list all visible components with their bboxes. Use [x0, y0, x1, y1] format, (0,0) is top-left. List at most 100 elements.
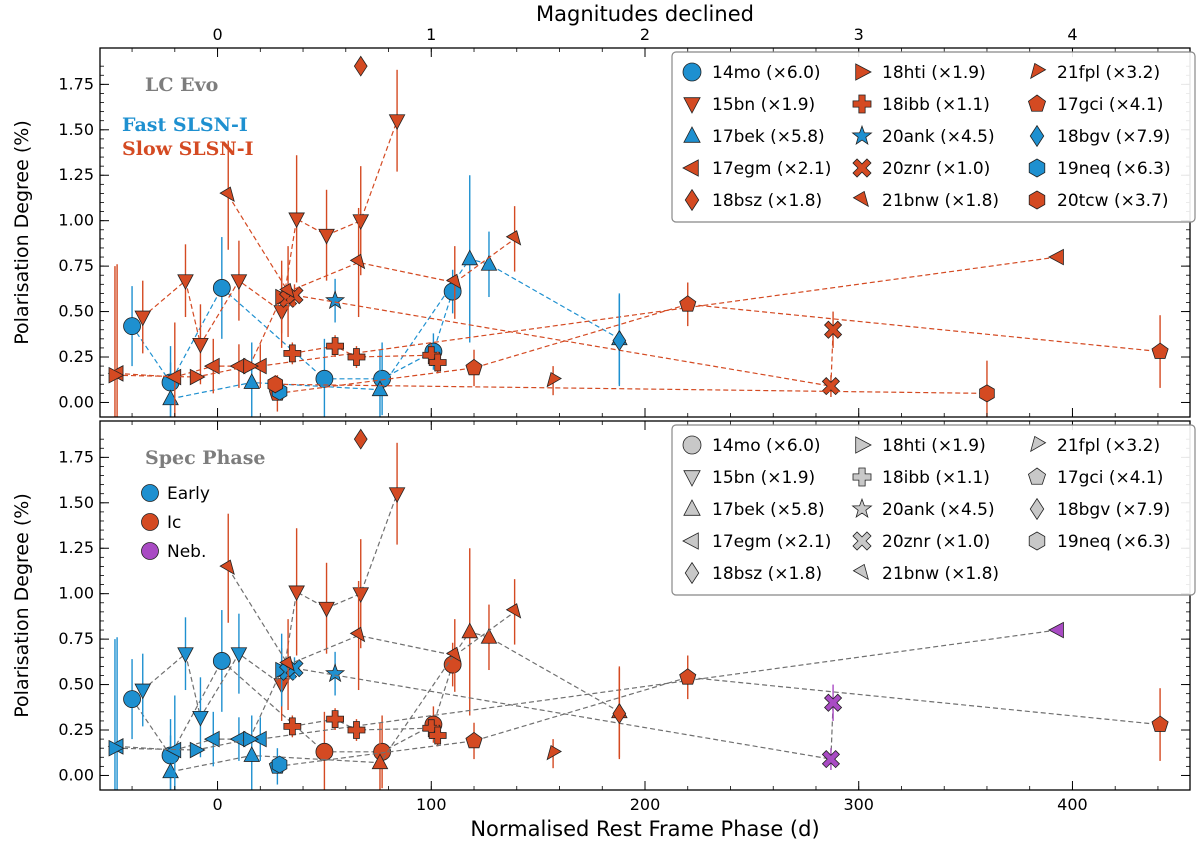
data-point	[288, 212, 305, 229]
x-tick-label: 0	[212, 795, 222, 814]
group-marker	[141, 513, 159, 531]
x-axis-label: Normalised Rest Frame Phase (d)	[470, 817, 819, 841]
series-line	[114, 296, 283, 378]
data-point	[315, 369, 334, 388]
data-point	[250, 730, 267, 748]
data-point	[243, 357, 259, 375]
legend-entry: 21fpl (×3.2)	[1057, 436, 1160, 456]
legend-entry: 20ank (×4.5)	[882, 127, 995, 147]
data-point	[192, 710, 209, 727]
group-marker	[141, 484, 159, 502]
data-point	[162, 762, 179, 779]
data-point	[243, 746, 261, 762]
x-tick-label: 100	[416, 795, 447, 814]
legend-marker	[1028, 190, 1046, 210]
data-point	[679, 295, 697, 312]
legend-marker	[852, 531, 872, 551]
series-line	[275, 383, 988, 394]
data-point	[428, 353, 447, 372]
group-label: Fast SLSN-I	[122, 114, 248, 136]
data-point	[279, 282, 295, 299]
y-tick-label: 0.00	[58, 392, 94, 411]
legend-marker	[855, 63, 872, 81]
panel-1	[107, 55, 1169, 417]
data-point	[271, 755, 288, 774]
data-point	[428, 726, 447, 745]
series-line	[227, 567, 515, 666]
series-line	[227, 194, 515, 293]
data-point	[371, 380, 389, 397]
data-point	[325, 290, 346, 310]
legend-box	[671, 424, 1196, 596]
legend-marker	[1030, 62, 1047, 80]
series-line	[114, 669, 283, 751]
top-tick-label: 0	[212, 25, 222, 44]
data-point	[352, 587, 370, 604]
data-point	[445, 646, 462, 663]
series-line	[287, 294, 834, 387]
group-marker	[141, 542, 159, 560]
data-point	[123, 317, 141, 336]
data-point	[612, 703, 627, 725]
legend-marker	[852, 94, 872, 114]
legend-entry: 20znr (×1.0)	[882, 532, 990, 552]
legend-box	[671, 51, 1196, 223]
data-point	[353, 428, 368, 450]
top-tick-label: 1	[426, 25, 436, 44]
data-point	[349, 626, 366, 643]
data-point	[461, 622, 479, 639]
legend-entry: 20tcw (×3.7)	[1057, 191, 1169, 211]
y-tick-label: 1.25	[58, 538, 94, 557]
data-point	[353, 55, 368, 77]
data-point	[612, 330, 627, 352]
y-tick-label: 1.00	[58, 211, 94, 230]
panel-annotation: LC Evo	[145, 74, 218, 96]
data-point	[108, 739, 125, 757]
y-tick-label: 1.50	[58, 493, 94, 512]
data-point	[123, 690, 141, 709]
series-line	[117, 256, 1058, 378]
data-point	[229, 357, 246, 375]
series-line	[170, 258, 620, 400]
x-tick-label: 200	[630, 795, 661, 814]
y-tick-label: 0.75	[58, 629, 94, 648]
legend-marker	[682, 435, 702, 455]
legend-marker	[1029, 497, 1045, 521]
data-point	[219, 559, 235, 576]
data-point	[326, 337, 344, 356]
legend-entry: 20ank (×4.5)	[882, 500, 995, 520]
legend-marker	[684, 188, 700, 212]
y-axis-label: Polarisation Degree (%)	[11, 120, 33, 344]
legend-marker	[852, 190, 869, 208]
data-point	[465, 358, 483, 376]
data-point	[203, 357, 220, 375]
legend-marker	[683, 499, 701, 516]
legend-entry: 17egm (×2.1)	[712, 159, 831, 179]
data-point	[347, 348, 366, 366]
legend-entry: 17gci (×4.1)	[1057, 468, 1163, 488]
legend-marker	[683, 126, 701, 143]
data-point	[229, 730, 246, 748]
legend-entry: 18ibb (×1.1)	[882, 468, 990, 488]
y-tick-label: 0.75	[58, 256, 94, 275]
data-point	[388, 114, 406, 131]
legend-marker	[1028, 158, 1046, 178]
data-point	[318, 228, 335, 245]
data-point	[1048, 621, 1064, 639]
legend-entry: 18bsz (×1.8)	[712, 191, 822, 211]
data-point	[283, 344, 302, 363]
data-point	[108, 366, 125, 384]
data-point	[177, 647, 194, 664]
group-label: Ic	[167, 513, 181, 533]
data-point	[243, 730, 259, 748]
data-point	[445, 273, 462, 290]
data-point	[461, 249, 479, 266]
legend-marker	[852, 563, 869, 581]
data-point	[189, 741, 206, 759]
top-tick-label: 4	[1067, 25, 1077, 44]
legend-entry: 17bek (×5.8)	[712, 127, 825, 147]
legend-entry: 21fpl (×3.2)	[1057, 63, 1160, 83]
y-tick-label: 1.00	[58, 584, 94, 603]
data-point	[371, 753, 389, 770]
